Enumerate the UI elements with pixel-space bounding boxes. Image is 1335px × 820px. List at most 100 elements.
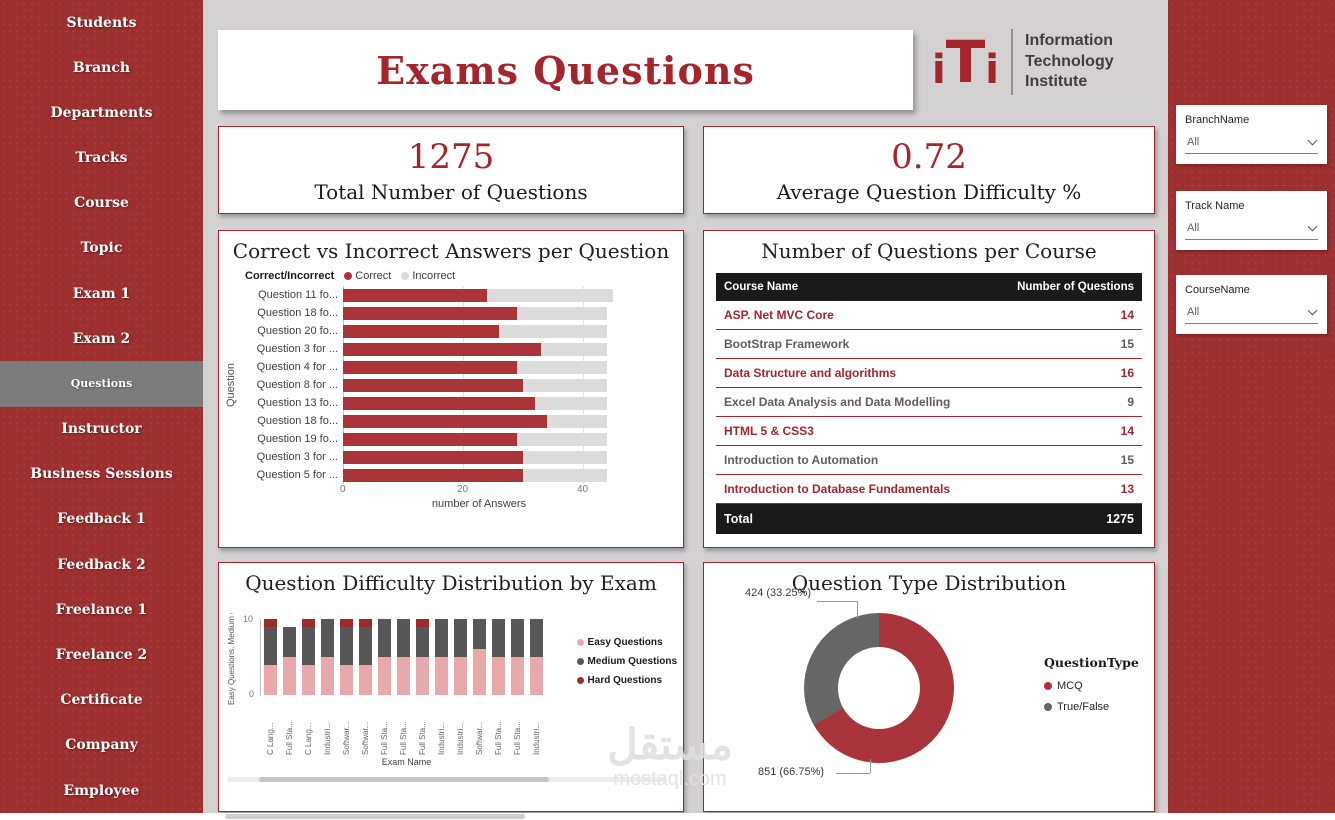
exam-bar[interactable] [321,619,334,695]
legend-item-correct[interactable]: Correct [344,270,391,282]
bar-segment-hard [416,619,429,627]
question-type-card: Question Type Distribution 424 (33.25%) … [703,562,1155,812]
question-bar[interactable] [343,430,615,448]
sidebar-item-branch[interactable]: Branch [72,59,131,76]
question-bar[interactable] [343,304,615,322]
x-axis-title: Exam Name [381,757,432,767]
legend-item-hard[interactable]: Hard Questions [576,675,677,686]
bar-segment-correct [343,360,517,374]
scrollbar-thumb[interactable] [225,814,525,819]
callout-leader-line [836,773,870,774]
course-row[interactable]: ASP. Net MVC Core 14 [716,301,1142,330]
legend-item-truefalse[interactable]: True/False [1044,701,1139,713]
exam-bar[interactable] [454,619,467,695]
chart-plot-area: Easy Questions, Medium Q... 10 0 C Lang.… [219,599,683,804]
legend-label: Correct [355,270,392,282]
sidebar-item-certificate[interactable]: Certificate [60,692,143,709]
course-row[interactable]: Introduction to Automation 15 [716,445,1142,475]
legend-item-easy[interactable]: Easy Questions [576,637,677,648]
bar-segment-incorrect [517,432,607,446]
track-dropdown[interactable]: All [1185,220,1318,240]
column-header-count[interactable]: Number of Questions [991,273,1142,301]
column-header-course[interactable]: Course Name [716,273,992,301]
exam-bar[interactable] [283,626,296,695]
legend-label: Medium Questions [587,656,677,667]
sidebar-item-business-sessions[interactable]: Business Sessions [30,466,173,483]
bar-segment-medium [435,619,448,657]
exam-label: Full Sta... [416,700,429,755]
course-table: Course Name Number of Questions ASP. Net… [716,273,1142,534]
question-bar[interactable] [343,412,615,430]
exam-bar[interactable] [302,619,315,695]
sidebar-item-students[interactable]: Students [66,14,137,31]
exam-bar[interactable] [435,619,448,695]
bar-segment-medium [492,619,505,657]
sidebar-item-tracks[interactable]: Tracks [75,150,128,167]
sidebar-item-feedback-1[interactable]: Feedback 1 [57,511,146,528]
exam-label: Industri... [435,700,448,755]
exam-bar[interactable] [492,619,505,695]
question-bar[interactable] [343,394,615,412]
exam-label-text: Industri... [323,722,332,755]
sidebar-item-instructor[interactable]: Instructor [61,421,142,438]
chart-scrollbar-thumb[interactable] [259,777,549,782]
exam-label-text: Full Sta... [513,721,522,755]
exam-label: Softwar... [359,700,372,755]
exam-bar[interactable] [511,619,524,695]
legend-item-incorrect[interactable]: Incorrect [401,270,455,282]
filter-course: CourseName All [1176,275,1327,334]
course-row[interactable]: Introduction to Database Fundamentals 13 [716,474,1142,504]
donut-chart [804,613,954,763]
question-bar[interactable] [343,340,615,358]
question-bar[interactable] [343,448,615,466]
legend-dot-icon [344,272,353,280]
exam-bar[interactable] [378,619,391,695]
exam-bar[interactable] [416,619,429,695]
kpi-total-questions: 1275 Total Number of Questions [218,126,684,214]
chevron-down-icon [1307,305,1318,316]
sidebar-item-exam-2[interactable]: Exam 2 [72,330,131,347]
sidebar-item-questions[interactable]: Questions [0,361,203,407]
sidebar-item-exam-1[interactable]: Exam 1 [72,285,131,302]
exam-bar[interactable] [530,619,543,695]
legend-item-medium[interactable]: Medium Questions [576,656,677,667]
question-bar[interactable] [343,286,615,304]
sidebar-item-freelance-1[interactable]: Freelance 1 [55,601,148,618]
exam-bar[interactable] [340,619,353,695]
filter-panel: BranchName All Track Name All CourseName… [1168,0,1335,813]
exam-bar[interactable] [397,619,410,695]
exam-label: Full Sta... [283,700,296,755]
sidebar-item-freelance-2[interactable]: Freelance 2 [55,646,148,663]
exam-label: Full Sta... [492,700,505,755]
legend-item-mcq[interactable]: MCQ [1044,680,1139,692]
sidebar-item-company[interactable]: Company [65,737,138,754]
callout-truefalse: 424 (33.25%) [744,587,812,599]
bar-segment-hard [359,619,372,627]
branch-dropdown[interactable]: All [1185,134,1318,154]
course-row[interactable]: Data Structure and algorithms 16 [716,358,1142,388]
sidebar-item-course[interactable]: Course [74,195,129,212]
question-bar[interactable] [343,358,615,376]
filter-branch: BranchName All [1176,105,1327,164]
question-bar[interactable] [343,376,615,394]
question-bar[interactable] [343,466,615,484]
exam-label-text: Full Sta... [494,721,503,755]
exam-label-text: Full Sta... [418,721,427,755]
sidebar-item-topic[interactable]: Topic [80,240,123,257]
table-title: Number of Questions per Course [761,239,1097,263]
course-row[interactable]: Excel Data Analysis and Data Modelling 9 [716,387,1142,417]
course-dropdown[interactable]: All [1185,304,1318,324]
exam-bar[interactable] [473,619,486,695]
sidebar-item-departments[interactable]: Departments [50,104,153,121]
bar-segment-correct [343,342,541,356]
exam-bar[interactable] [359,619,372,695]
chart-legend: QuestionType MCQ True/False [1044,655,1139,722]
course-row[interactable]: HTML 5 & CSS3 14 [716,416,1142,446]
course-row[interactable]: BootStrap Framework 15 [716,329,1142,359]
sidebar-item-employee[interactable]: Employee [63,782,140,799]
exam-bar[interactable] [264,619,277,695]
question-bar[interactable] [343,322,615,340]
table-header-row: Course Name Number of Questions [716,273,1142,301]
sidebar-item-feedback-2[interactable]: Feedback 2 [57,556,146,573]
bar-segment-incorrect [523,468,607,482]
